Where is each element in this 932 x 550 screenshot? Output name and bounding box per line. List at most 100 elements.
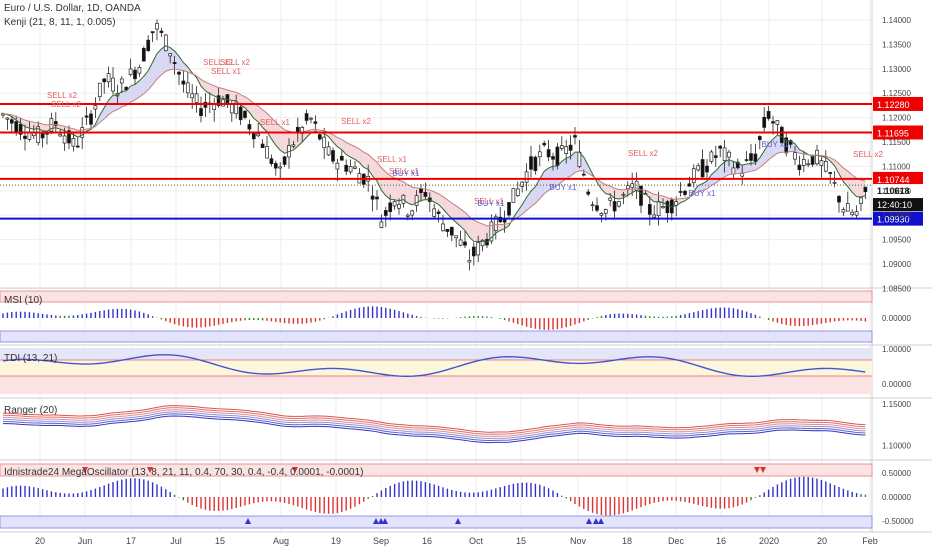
candle-body bbox=[533, 156, 538, 171]
candle-body bbox=[335, 162, 340, 170]
candle-body bbox=[854, 211, 859, 216]
candle-body bbox=[194, 93, 199, 103]
signal-label: SELL x1 bbox=[211, 67, 241, 76]
candle-body bbox=[432, 208, 437, 217]
signal-label: SELL x1 bbox=[377, 155, 407, 164]
candle-body bbox=[524, 171, 529, 183]
candle-body bbox=[837, 195, 841, 203]
trend-cloud bbox=[333, 134, 338, 147]
candle-body bbox=[150, 31, 155, 34]
candle-body bbox=[656, 201, 661, 217]
candle-body bbox=[617, 201, 621, 207]
trend-cloud bbox=[205, 81, 210, 94]
mega-tick: 0.00000 bbox=[882, 493, 911, 502]
trend-cloud bbox=[425, 189, 430, 201]
candle-body bbox=[753, 153, 758, 162]
candle-body bbox=[832, 181, 837, 184]
ranger-band bbox=[2, 413, 866, 442]
candle-body bbox=[238, 106, 243, 121]
x-tick-label: 15 bbox=[215, 536, 225, 546]
trend-cloud bbox=[161, 45, 166, 75]
candle-body bbox=[339, 155, 344, 161]
trend-cloud bbox=[372, 158, 377, 182]
trend-cloud bbox=[42, 124, 47, 132]
trend-cloud bbox=[99, 107, 105, 123]
trend-cloud bbox=[29, 121, 34, 130]
ranger-band bbox=[2, 415, 866, 444]
candle-body bbox=[36, 126, 41, 144]
candle-body bbox=[546, 149, 551, 158]
candle-body bbox=[493, 216, 498, 231]
panel-title-msi: MSI (10) bbox=[4, 295, 43, 306]
signal-label: SELL x1 bbox=[474, 197, 504, 206]
candle-body bbox=[405, 214, 410, 217]
candle-body bbox=[511, 188, 516, 203]
trend-cloud bbox=[143, 70, 149, 94]
buy-marker bbox=[455, 518, 461, 524]
msi-tick: 0.00000 bbox=[882, 314, 911, 323]
x-tick-label: Dec bbox=[668, 536, 685, 546]
candle-body bbox=[5, 117, 10, 120]
signal-label: BUY x1 bbox=[393, 169, 421, 178]
x-tick-label: Jul bbox=[170, 536, 182, 546]
trend-cloud bbox=[768, 139, 773, 160]
candle-body bbox=[58, 133, 63, 137]
candle-body bbox=[97, 82, 102, 98]
candle-body bbox=[199, 108, 203, 117]
trend-cloud bbox=[698, 183, 703, 192]
candle-body bbox=[375, 196, 379, 200]
trend-cloud bbox=[619, 189, 624, 200]
candle-body bbox=[190, 93, 195, 99]
candle-body bbox=[771, 121, 775, 124]
trend-cloud bbox=[152, 53, 157, 85]
candle-body bbox=[542, 143, 547, 146]
candle-body bbox=[40, 133, 45, 139]
trend-cloud bbox=[601, 182, 606, 194]
y-tick-label: 1.13500 bbox=[882, 40, 911, 49]
candle-body bbox=[828, 172, 833, 174]
signal-label: SELL x1 bbox=[260, 118, 290, 127]
trend-cloud bbox=[773, 135, 778, 157]
candle-body bbox=[766, 111, 771, 119]
candle-body bbox=[700, 159, 705, 178]
candle-body bbox=[463, 241, 467, 246]
msi-upper-band bbox=[0, 290, 873, 303]
trend-cloud bbox=[839, 163, 844, 182]
trend-cloud bbox=[566, 156, 571, 179]
trend-cloud bbox=[522, 197, 527, 215]
y-tick-label: 1.11000 bbox=[882, 162, 911, 171]
signal-label: BUY x1 bbox=[550, 183, 578, 192]
candle-body bbox=[159, 30, 164, 33]
trend-cloud bbox=[759, 151, 765, 168]
level-label: 1.10744 bbox=[877, 175, 910, 185]
candle-body bbox=[502, 219, 507, 223]
candle-body bbox=[815, 149, 819, 165]
ranger-band bbox=[2, 409, 866, 437]
signal-label: BUY x1 bbox=[762, 140, 790, 149]
candle-body bbox=[141, 48, 146, 62]
trend-cloud bbox=[680, 198, 685, 203]
candle-body bbox=[683, 190, 687, 195]
candle-body bbox=[18, 123, 23, 135]
candle-body bbox=[379, 221, 384, 228]
candle-body bbox=[93, 105, 98, 110]
x-tick-label: 20 bbox=[35, 536, 45, 546]
candle-body bbox=[713, 155, 718, 158]
indicator-panes[interactable] bbox=[0, 290, 873, 529]
candle-body bbox=[705, 165, 709, 173]
tdi-tick: 1.00000 bbox=[882, 345, 911, 354]
candle-body bbox=[146, 39, 151, 52]
candle-body bbox=[124, 86, 129, 91]
trend-cloud bbox=[447, 199, 452, 219]
trend-cloud bbox=[544, 168, 549, 194]
candle-body bbox=[559, 145, 564, 149]
candle-body bbox=[304, 113, 309, 121]
candle-body bbox=[590, 204, 595, 207]
trend-cloud bbox=[355, 146, 360, 163]
candle-body bbox=[265, 145, 269, 159]
candle-body bbox=[185, 82, 190, 94]
candle-body bbox=[133, 69, 137, 80]
candle-body bbox=[661, 206, 665, 209]
